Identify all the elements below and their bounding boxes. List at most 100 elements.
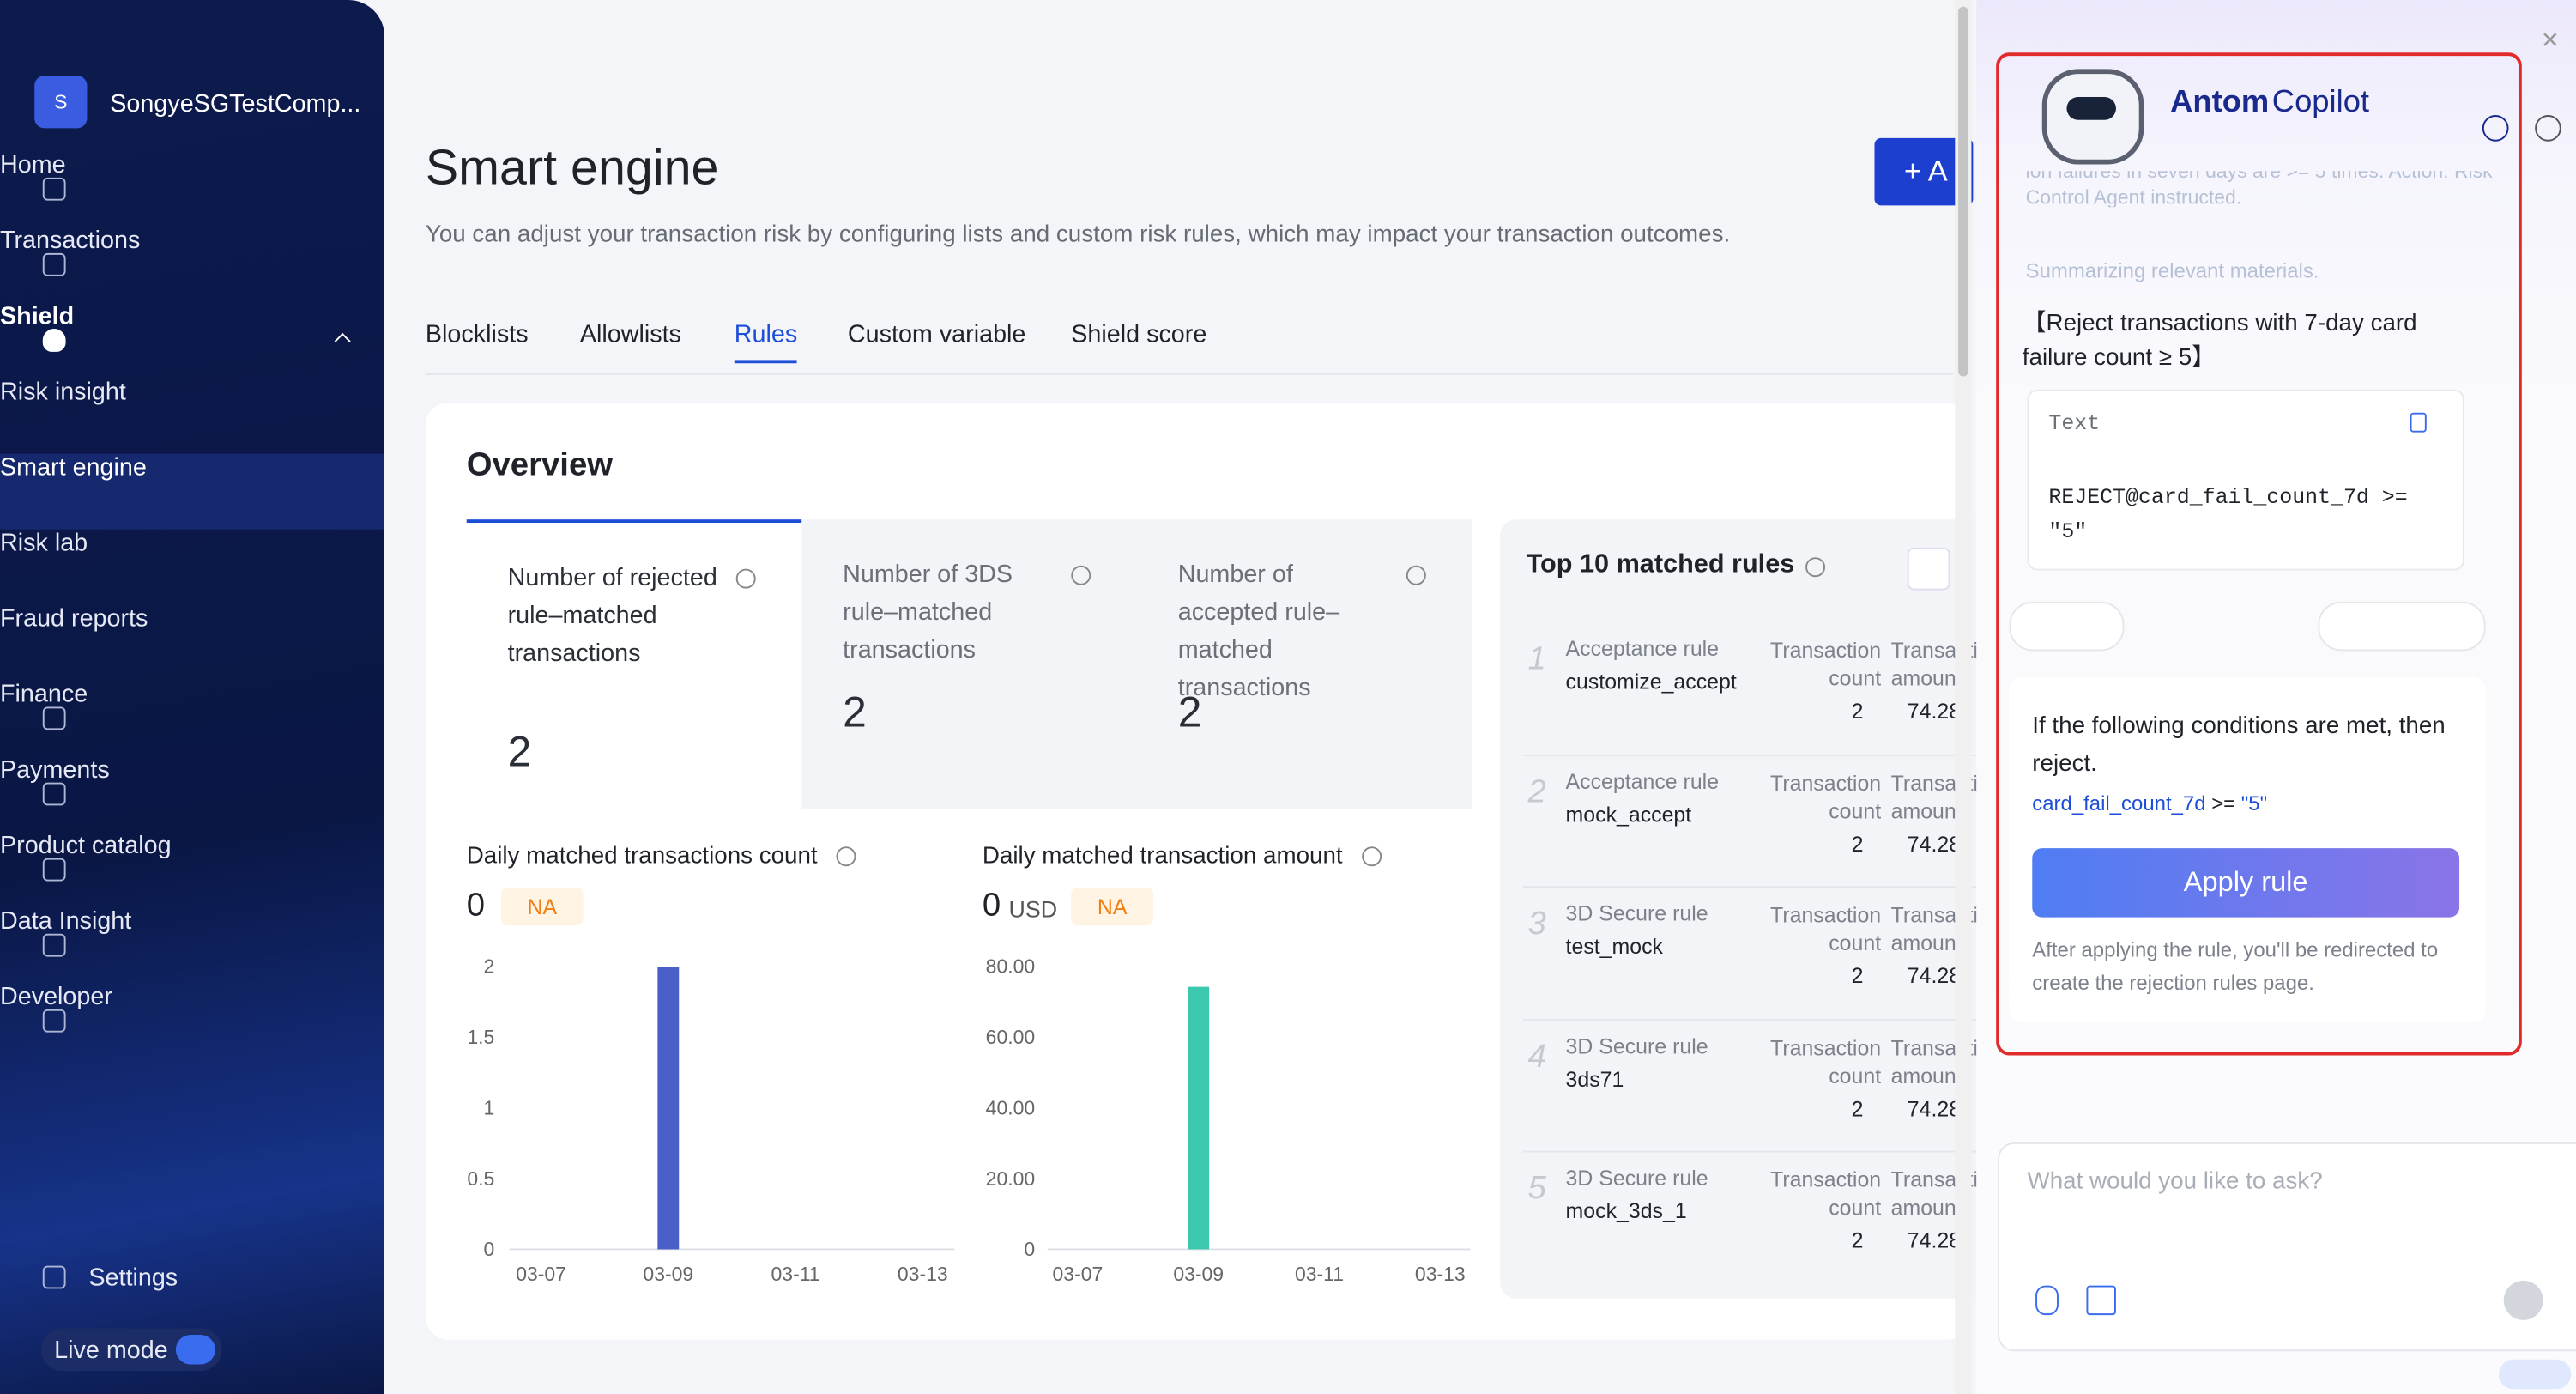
expr-field: card_fail_count_7d	[2032, 792, 2206, 815]
apply-rule-button[interactable]: Apply rule	[2032, 848, 2460, 918]
amount-header: Transaction amount	[1890, 902, 1993, 955]
rule-row[interactable]: 2 Acceptance rule mock_accept Transaction c…	[1500, 754, 1993, 898]
highlight-box	[1996, 52, 2522, 1056]
voice-button[interactable]	[2035, 1285, 2059, 1316]
settings[interactable]: Settings	[88, 1264, 178, 1293]
nav-item[interactable]: Payments	[0, 756, 384, 832]
chat-input[interactable]	[1998, 1142, 2576, 1352]
nav-item[interactable]: Risk insight	[0, 378, 384, 453]
count-header: Transaction count	[1770, 1034, 1882, 1088]
chart-title: Daily matched transaction amount	[982, 843, 1343, 870]
rule-amount: 74.28	[1907, 831, 1962, 856]
nav-item[interactable]: Smart engine	[0, 453, 385, 530]
y-tick-label: 1.5	[467, 1026, 494, 1048]
condition-expression: card_fail_count_7d >= "5"	[2032, 792, 2267, 815]
y-tick-label: 20.00	[986, 1167, 1035, 1190]
x-tick-label: 03-11	[771, 1263, 820, 1285]
stat-value: 2	[1177, 687, 1202, 736]
y-tick-label: 2	[483, 955, 494, 978]
history-button[interactable]	[2535, 115, 2561, 142]
stat-value: 2	[507, 726, 532, 776]
top-rules: Top 10 matched rules 1 Acceptance rule cus…	[1499, 519, 1993, 1299]
info-icon[interactable]	[1071, 565, 1091, 585]
nav-item[interactable]: Data Insight	[0, 907, 384, 983]
stat-card[interactable]: Number of rejected rule–matched transact…	[466, 519, 802, 813]
copilot-product: Copilot	[2271, 85, 2370, 120]
nav-icon	[42, 1009, 66, 1033]
nav-label: Data Insight	[0, 907, 132, 936]
rule-type: 3D Secure rule	[1565, 1033, 1708, 1058]
send-button[interactable]	[2503, 1280, 2543, 1320]
stat-card[interactable]: Number of 3DS rule–matched transactions 2	[801, 519, 1137, 809]
rule-heading: 【Reject transactions with 7-day card fai…	[2022, 310, 2417, 372]
nav-icon	[42, 177, 66, 201]
nav-label: Smart engine	[0, 453, 147, 482]
nav-item[interactable]: Fraud reports	[0, 605, 384, 681]
info-icon[interactable]	[1362, 846, 1382, 867]
stat-label: Number of 3DS rule–matched transactions	[843, 561, 1013, 664]
close-button[interactable]: ×	[2541, 22, 2559, 57]
nav-icon	[42, 252, 66, 276]
rule-row[interactable]: 4 3D Secure rule 3ds71 Transaction count Tra…	[1500, 1018, 1993, 1163]
prev-button[interactable]	[1907, 547, 1950, 591]
info-icon[interactable]	[1406, 565, 1426, 585]
tab[interactable]: Rules	[734, 320, 798, 364]
rule-count: 2	[1851, 1095, 1864, 1121]
collapse-button[interactable]	[2499, 1359, 2572, 1390]
tab[interactable]: Blocklists	[425, 320, 529, 348]
nav-item[interactable]: Transactions	[0, 227, 384, 302]
rule-row[interactable]: 3 3D Secure rule test_mock Transaction coun…	[1500, 886, 1993, 1031]
x-tick-label: 03-07	[516, 1263, 566, 1285]
nav-item[interactable]: Risk lab	[0, 530, 384, 605]
nav-label: Product catalog	[0, 832, 172, 860]
count-header: Transaction count	[1770, 770, 1882, 823]
rule-type: Acceptance rule	[1565, 636, 1720, 661]
nav-label: Home	[0, 151, 66, 179]
nav-item[interactable]: Shield	[0, 302, 384, 378]
rule-row[interactable]: 5 3D Secure rule mock_3ds_1 Transaction cou…	[1500, 1150, 1993, 1295]
rule-rank: 1	[1527, 640, 1546, 678]
tab[interactable]: Custom variable	[847, 320, 1026, 348]
rule-amount: 74.28	[1907, 698, 1962, 724]
nav-item[interactable]: Finance	[0, 681, 384, 756]
tab[interactable]: Shield score	[1071, 320, 1207, 348]
overview-title: Overview	[466, 446, 614, 484]
faded-text: ion failures in seven days are >= 5 time…	[2025, 171, 2493, 208]
condition-text: If the following conditions are met, the…	[2032, 713, 2446, 778]
rule-name: mock_accept	[1565, 801, 1692, 827]
nav-label: Risk lab	[0, 529, 88, 558]
info-icon[interactable]	[836, 846, 856, 867]
y-tick-label: 0	[483, 1238, 494, 1260]
status-text: Summarizing relevant materials.	[2025, 259, 2319, 283]
company-name[interactable]: SongyeSGTestComp...	[110, 90, 361, 118]
image-button[interactable]	[2086, 1285, 2116, 1316]
tab[interactable]: Allowlists	[579, 320, 681, 348]
nav-icon	[42, 782, 66, 806]
rule-row[interactable]: 1 Acceptance rule customize_accept Transact…	[1500, 634, 1993, 766]
count-header: Transaction count	[1770, 1167, 1882, 1220]
stat-label: Number of rejected rule–matched transact…	[507, 563, 717, 668]
copy-code-button[interactable]	[2410, 412, 2427, 433]
nav-label: Shield	[0, 302, 75, 330]
nav-label: Transactions	[0, 227, 141, 255]
page-subtitle: You can adjust your transaction risk by …	[425, 221, 1731, 249]
nav-icon	[42, 706, 66, 730]
info-icon[interactable]	[735, 568, 756, 589]
nav-item[interactable]: Home	[0, 151, 384, 227]
stat-card[interactable]: Number of accepted rule–matched transact…	[1136, 519, 1472, 809]
amount-header: Transaction amount	[1890, 638, 1993, 691]
action-buttons[interactable]	[2318, 601, 2486, 652]
amount-header: Transaction amount	[1890, 770, 1993, 823]
feedback-buttons[interactable]	[2009, 601, 2125, 652]
nav-item[interactable]: Developer	[0, 983, 384, 1058]
rule-type: 3D Secure rule	[1565, 900, 1708, 926]
nav-item[interactable]: Product catalog	[0, 832, 384, 907]
code-text: REJECT@card_fail_count_7d >= "5"	[2048, 484, 2408, 544]
x-tick-label: 03-09	[1173, 1263, 1224, 1285]
stat-label: Number of accepted rule–matched transact…	[1177, 561, 1340, 702]
info-icon[interactable]	[1805, 557, 1826, 578]
new-chat-button[interactable]	[2482, 115, 2509, 142]
